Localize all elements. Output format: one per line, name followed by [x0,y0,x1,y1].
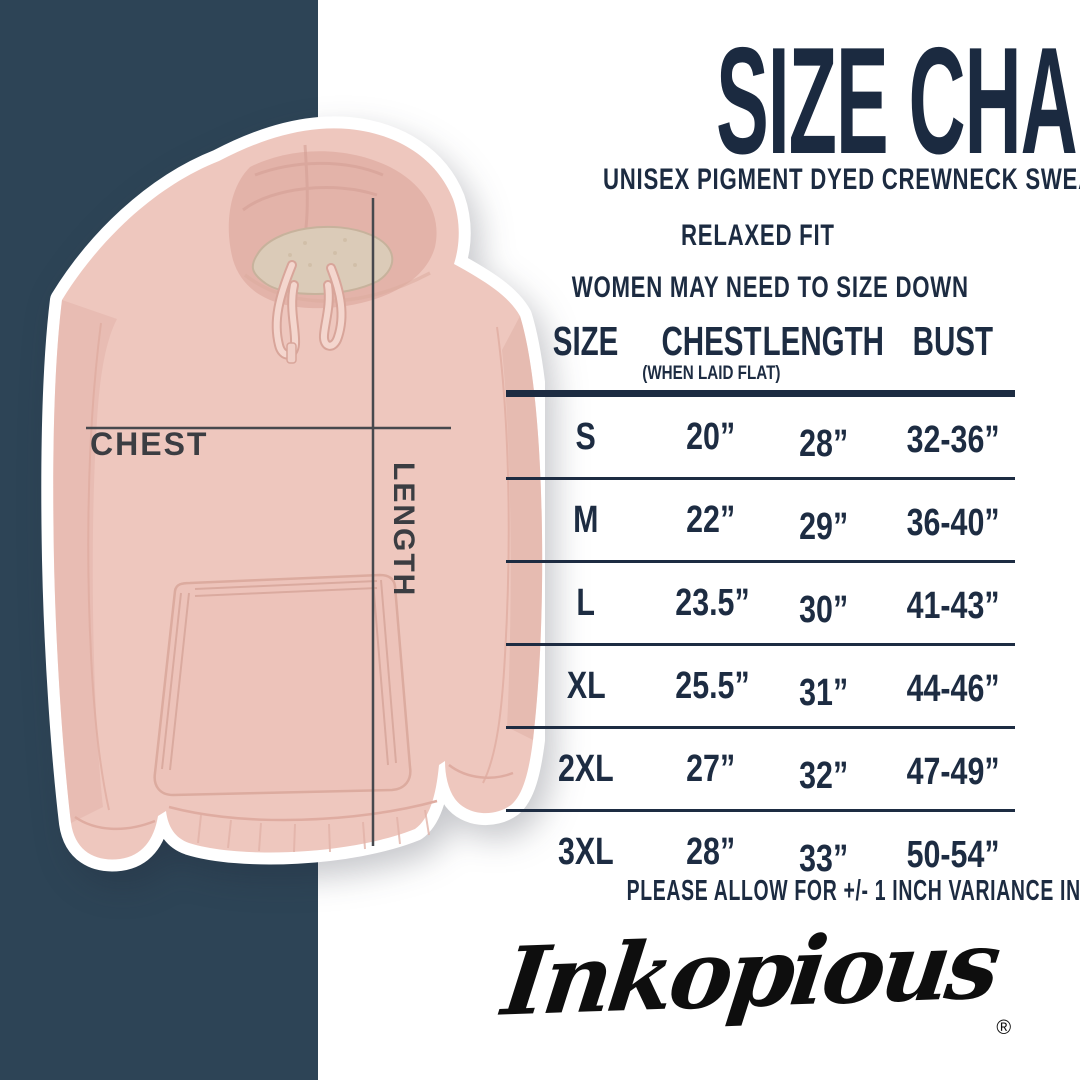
chest-subnote: (WHEN LAID FLAT) [641,363,781,384]
cell-bust: 36-40” [906,501,1000,544]
page-title: SIZE CHART [502,25,1080,177]
table-row: M 22” 29” 36-40” [506,480,1015,563]
column-header-length: LENGTH [762,318,885,364]
size-table: SIZE CHEST (WHEN LAID FLAT) LENGTH BUST … [506,318,1015,892]
hem-band [168,799,438,853]
hoodie-shading [53,300,543,823]
column-header-size: SIZE [553,318,619,364]
cell-bust: 47-49” [906,750,1000,793]
chest-label: CHEST [90,426,208,462]
subtitle-sizing: WOMEN MAY NEED TO SIZE DOWN [571,271,969,304]
cell-size: L [576,581,596,624]
cell-bust: 32-36” [906,418,1000,461]
cuff-right [448,764,514,779]
hood-folds [242,144,384,236]
length-label: LENGTH [387,462,420,597]
table-row: S 20” 28” 32-36” [506,397,1015,480]
cell-bust: 41-43” [906,584,1000,627]
table-row: L 23.5” 30” 41-43” [506,563,1015,646]
subtitle-fit: RELAXED FIT [681,219,835,252]
sleeve-seams [87,322,510,811]
cell-size: M [573,498,599,541]
brand-logo: Inkopious® [497,910,1014,1039]
cell-size: S [575,415,597,458]
cell-chest: 25.5” [675,664,750,707]
cell-length: 33” [798,837,849,880]
registered-trademark-icon: ® [996,1017,1012,1039]
column-header-bust: BUST [912,318,994,364]
cell-size: 3XL [558,830,614,873]
cell-chest: 27” [686,747,736,790]
cell-size: 2XL [558,747,614,790]
size-table-header: SIZE CHEST (WHEN LAID FLAT) LENGTH BUST [506,318,1015,397]
table-row: 3XL 28” 33” 50-54” [506,812,1015,892]
page-title-text: SIZE CHART [716,16,1080,186]
subtitle-product: UNISEX PIGMENT DYED CREWNECK SWEATSHIRT [602,163,1080,196]
info-column: SIZE CHART UNISEX PIGMENT DYED CREWNECK … [497,0,1080,1080]
cell-bust: 44-46” [906,667,1000,710]
cell-chest: 20” [686,415,736,458]
cell-bust: 50-54” [906,833,1000,876]
cell-length: 30” [798,588,849,631]
hoodie-product-photo: CHEST LENGTH [41,116,545,872]
cell-length: 31” [798,671,849,714]
cell-size: XL [566,664,606,707]
cell-chest: 22” [686,498,736,541]
knit-texture [288,238,357,267]
cell-length: 29” [798,505,849,548]
column-header-chest: CHEST (WHEN LAID FLAT) [641,318,781,384]
variance-note: PLEASE ALLOW FOR +/- 1 INCH VARIANCE IN … [626,875,1080,907]
drawstring-right [319,263,347,351]
brand-logo-text: Inkopious [496,910,1003,1038]
cell-chest: 23.5” [675,581,750,624]
kangaroo-pocket [153,573,412,797]
cell-length: 32” [798,754,849,797]
cuff-left [74,815,156,831]
table-row: 2XL 27” 32” 47-49” [506,729,1015,812]
cell-chest: 28” [686,830,736,873]
drawstring-left [271,260,301,364]
table-row: XL 25.5” 31” 44-46” [506,646,1015,729]
cell-length: 28” [798,422,849,465]
